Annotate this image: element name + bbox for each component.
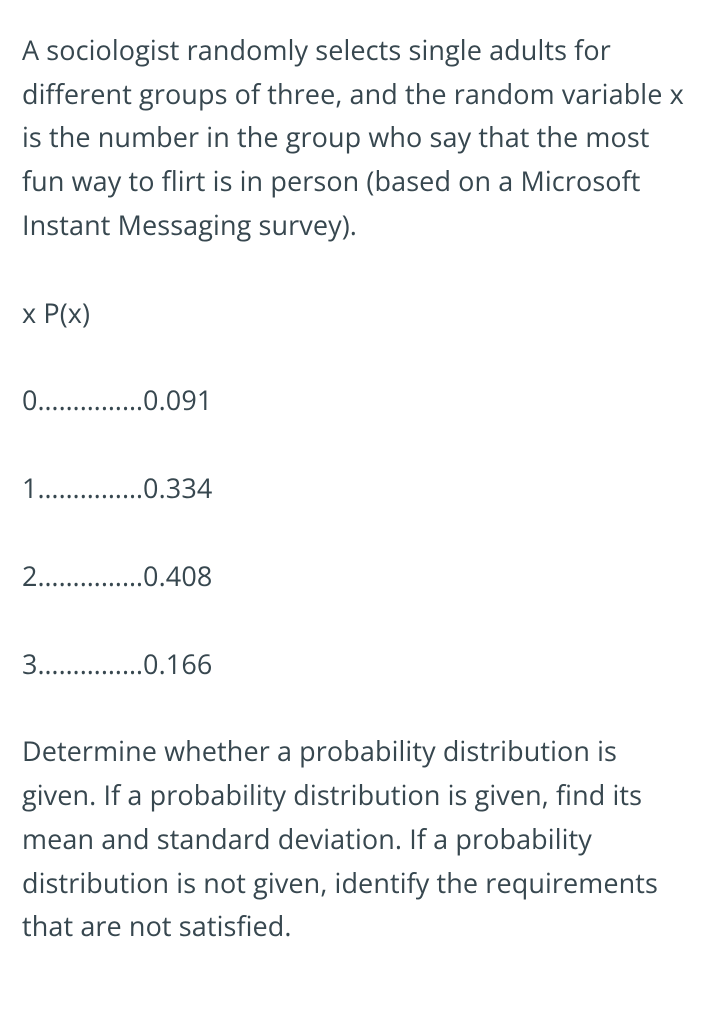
intro-paragraph: A sociologist randomly selects single ad… — [22, 28, 698, 247]
data-row: 0……………0.091 — [22, 378, 698, 422]
table-header: x P(x) — [22, 291, 698, 335]
data-row: 2……………0.408 — [22, 554, 698, 598]
data-row: 3……………0.166 — [22, 642, 698, 686]
question-paragraph: Determine whether a probability distribu… — [22, 729, 698, 948]
data-row: 1……………0.334 — [22, 466, 698, 510]
